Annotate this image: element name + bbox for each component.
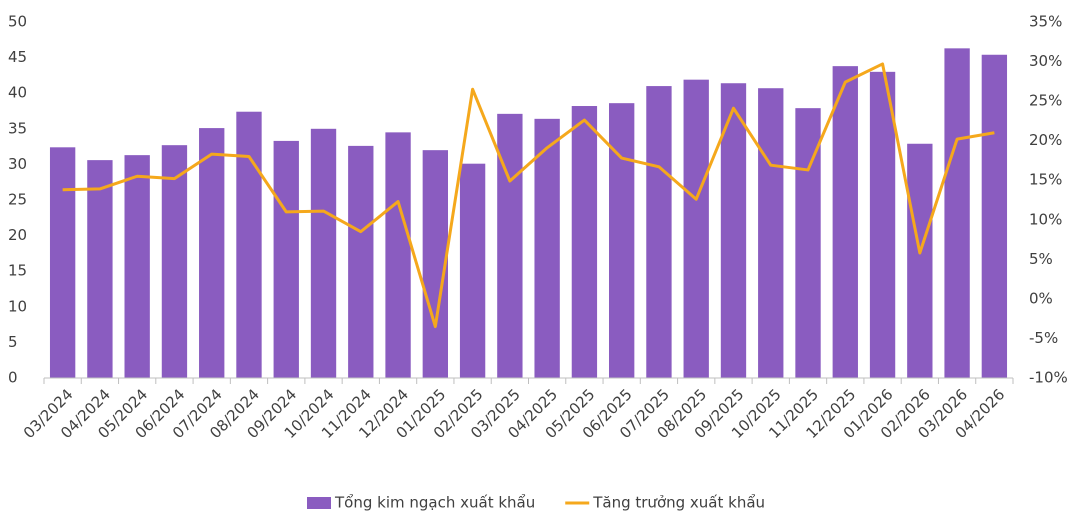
bar (49, 147, 76, 378)
y2-tick-label: 20% (1029, 131, 1062, 149)
bar (832, 66, 858, 379)
y-tick-label: 10 (8, 297, 27, 315)
bar (869, 71, 896, 378)
bar (199, 128, 225, 378)
y2-tick-label: 35% (1029, 13, 1062, 31)
bar (236, 111, 262, 378)
y-tick-label: 0 (8, 369, 18, 387)
y-tick-label: 50 (8, 13, 27, 31)
y2-tick-label: 25% (1029, 92, 1062, 110)
bar (981, 54, 1008, 378)
bar (907, 143, 933, 378)
bar (571, 106, 598, 379)
legend-swatch (307, 497, 331, 509)
bar (534, 118, 560, 378)
y2-tick-label: 0% (1029, 289, 1053, 307)
bar (944, 48, 970, 379)
y2-tick-label: -5% (1029, 329, 1058, 347)
line (62, 62, 995, 329)
y2-tick-label: 10% (1029, 210, 1062, 228)
legend-label: Tăng trưởng xuất khẩu (592, 494, 765, 512)
bar (273, 140, 299, 378)
y-tick-label: 15 (8, 262, 27, 280)
y-tick-label: 5 (8, 333, 18, 351)
y2-tick-label: 30% (1029, 52, 1062, 70)
y-tick-label: 45 (8, 48, 27, 66)
bar (758, 88, 784, 378)
bar (348, 145, 374, 378)
bar (683, 79, 709, 378)
y-tick-label: 20 (8, 226, 27, 244)
bar (310, 128, 337, 378)
y-tick-label: 35 (8, 119, 27, 137)
bar (87, 160, 113, 378)
bar (497, 113, 523, 379)
y-tick-label: 30 (8, 155, 27, 173)
bar (459, 163, 486, 378)
y2-tick-label: -10% (1029, 369, 1068, 387)
legend-label: Tổng kim ngạch xuất khẩu (334, 494, 535, 512)
y-tick-label: 40 (8, 84, 27, 102)
bar (385, 132, 411, 378)
bar (161, 145, 188, 378)
y-tick-label: 25 (8, 191, 27, 209)
bar (124, 155, 150, 378)
y2-tick-label: 15% (1029, 171, 1062, 189)
y2-tick-label: 5% (1029, 250, 1053, 268)
bar (609, 103, 635, 378)
bar (646, 86, 672, 378)
